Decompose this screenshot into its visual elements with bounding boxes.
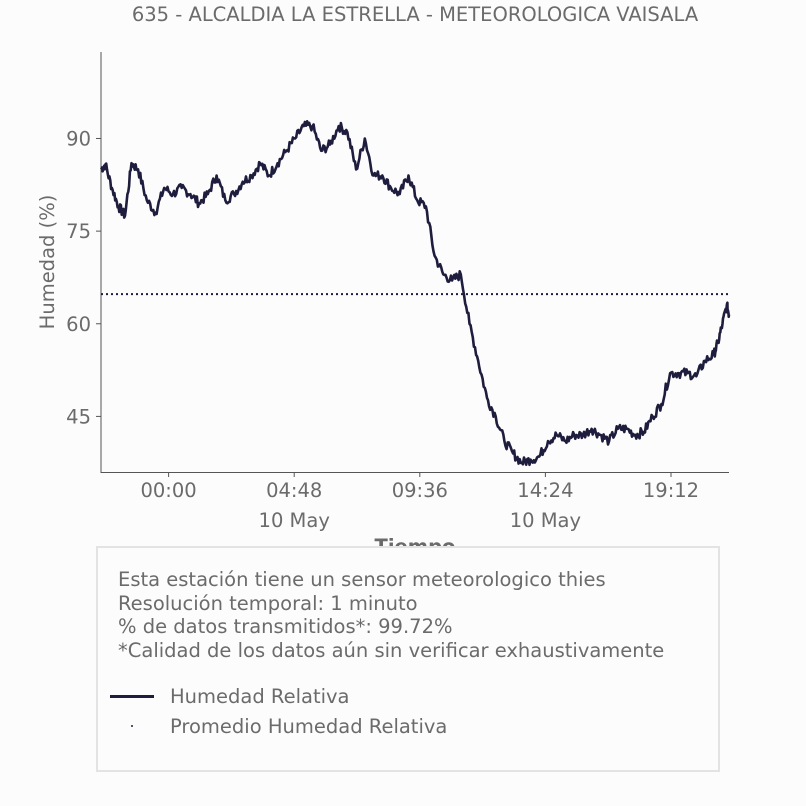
y-tick-label: 90: [66, 127, 91, 150]
x-tick-date-label: 10 May: [510, 509, 581, 532]
info-line-quality: *Calidad de los datos aún sin verificar …: [118, 638, 665, 662]
x-tick-date-label: 10 May: [259, 509, 330, 532]
x-tick-label: 00:00: [140, 479, 196, 502]
legend-item-mean: Promedio Humedad Relativa: [110, 711, 447, 741]
y-axis-label: Humedad (%): [36, 195, 59, 330]
chart-title: 635 - ALCALDIA LA ESTRELLA - METEOROLOGI…: [132, 3, 699, 26]
humidity-series-line: [100, 120, 731, 467]
y-tick-label: 75: [66, 220, 91, 243]
x-tick-label: 19:12: [643, 479, 699, 502]
info-line-transmitted: % de datos transmitidos*: 99.72%: [118, 615, 453, 638]
info-line-resolution: Resolución temporal: 1 minuto: [118, 591, 418, 615]
legend-item-humidity: Humedad Relativa: [110, 681, 447, 711]
legend-label-mean: Promedio Humedad Relativa: [170, 714, 448, 738]
x-tick-label: 14:24: [517, 479, 573, 502]
ticks: 45 60 75 90 00:00 04:48 10 May 09:36 14:24 10 May…: [66, 127, 699, 532]
y-tick-label: 60: [66, 313, 91, 336]
y-tick-label: 45: [66, 405, 91, 428]
info-panel: Esta estación tiene un sensor meteorolog…: [96, 546, 720, 772]
legend: Humedad Relativa Promedio Humedad Relati…: [110, 681, 447, 741]
x-tick-label: 09:36: [392, 479, 448, 502]
info-line-sensor: Esta estación tiene un sensor meteorolog…: [118, 568, 606, 591]
info-text: Esta estación tiene un sensor meteorolog…: [118, 568, 664, 662]
x-tick-label: 04:48: [266, 479, 322, 502]
legend-line-swatch: [110, 694, 154, 698]
legend-dot-swatch: [110, 725, 154, 728]
legend-label-humidity: Humedad Relativa: [170, 684, 350, 708]
